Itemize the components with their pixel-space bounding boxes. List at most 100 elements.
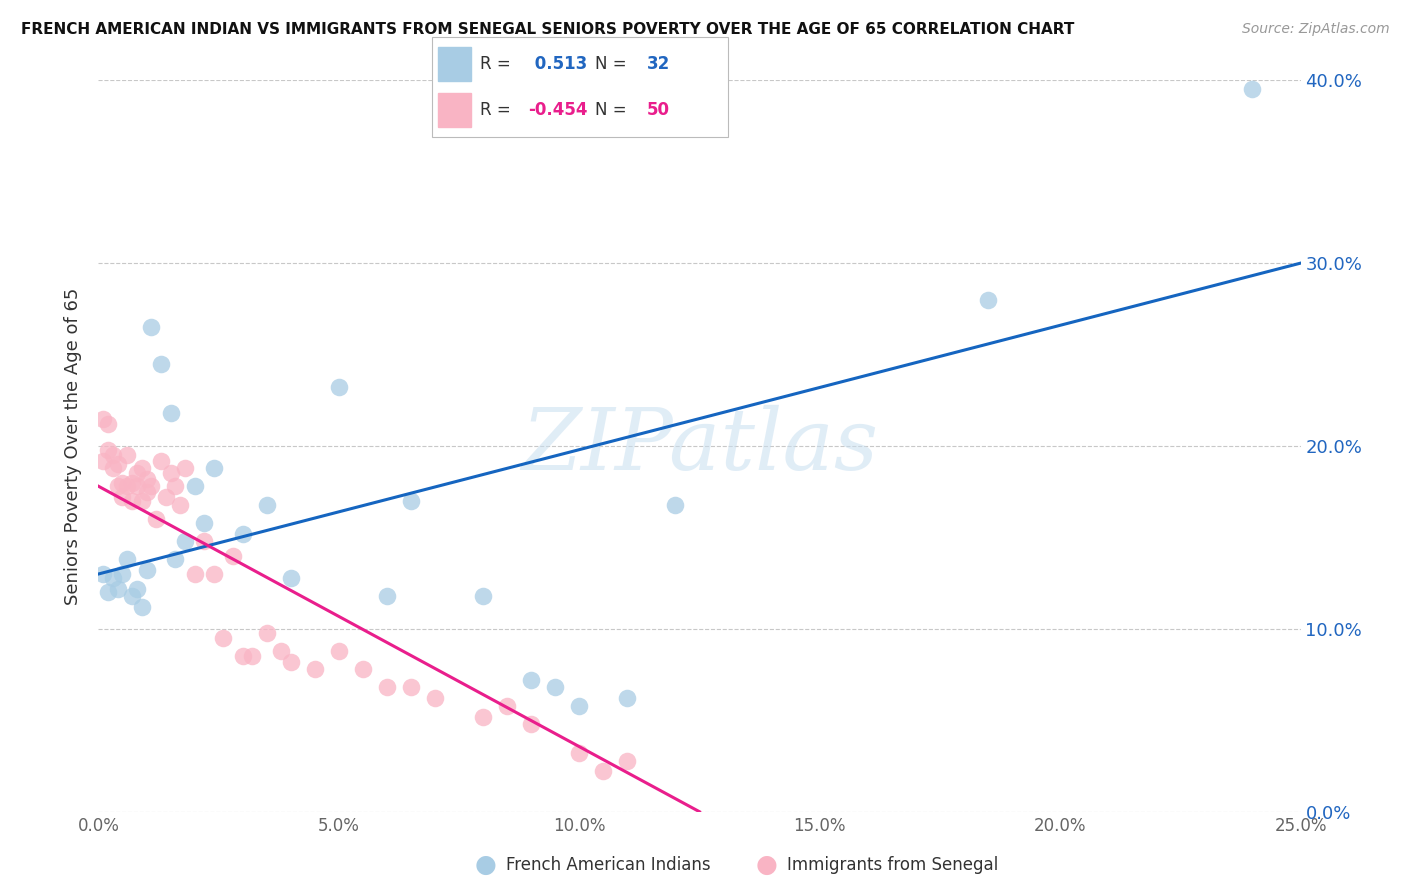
Text: R =: R = bbox=[481, 55, 516, 73]
Bar bbox=[437, 47, 471, 81]
Point bbox=[174, 461, 197, 475]
Point bbox=[141, 320, 163, 334]
Point bbox=[111, 567, 134, 582]
Point bbox=[97, 585, 120, 599]
Point bbox=[212, 631, 235, 645]
Point bbox=[155, 490, 177, 504]
Point bbox=[544, 681, 567, 695]
Point bbox=[616, 691, 638, 706]
Point bbox=[169, 498, 191, 512]
Point bbox=[131, 599, 153, 614]
Text: R =: R = bbox=[481, 101, 516, 119]
Point bbox=[496, 698, 519, 713]
Point bbox=[91, 411, 114, 425]
Point bbox=[91, 453, 114, 467]
Point bbox=[107, 582, 129, 596]
Point bbox=[280, 571, 302, 585]
Point bbox=[202, 567, 225, 582]
Point bbox=[520, 673, 543, 687]
Text: French American Indians: French American Indians bbox=[506, 856, 711, 874]
Point bbox=[117, 552, 139, 566]
Point bbox=[568, 698, 591, 713]
Text: -0.454: -0.454 bbox=[529, 101, 588, 119]
Point bbox=[111, 490, 134, 504]
Point bbox=[159, 467, 181, 481]
Point bbox=[117, 479, 139, 493]
Text: 0.513: 0.513 bbox=[529, 55, 586, 73]
Point bbox=[101, 448, 124, 462]
Point bbox=[101, 571, 124, 585]
Text: Immigrants from Senegal: Immigrants from Senegal bbox=[787, 856, 998, 874]
Point bbox=[145, 512, 167, 526]
Text: FRENCH AMERICAN INDIAN VS IMMIGRANTS FROM SENEGAL SENIORS POVERTY OVER THE AGE O: FRENCH AMERICAN INDIAN VS IMMIGRANTS FRO… bbox=[21, 22, 1074, 37]
Point bbox=[472, 709, 495, 723]
Point bbox=[202, 461, 225, 475]
Text: N =: N = bbox=[595, 101, 631, 119]
Point bbox=[375, 681, 398, 695]
Point bbox=[304, 662, 326, 676]
Point bbox=[135, 472, 157, 486]
Point bbox=[193, 534, 215, 549]
Point bbox=[131, 493, 153, 508]
Y-axis label: Seniors Poverty Over the Age of 65: Seniors Poverty Over the Age of 65 bbox=[63, 287, 82, 605]
Point bbox=[165, 552, 187, 566]
Point bbox=[280, 655, 302, 669]
Point bbox=[91, 567, 114, 582]
Point bbox=[135, 484, 157, 499]
Point bbox=[149, 453, 172, 467]
Point bbox=[616, 754, 638, 768]
Point bbox=[399, 681, 422, 695]
Point bbox=[270, 644, 292, 658]
Point bbox=[117, 448, 139, 462]
Point bbox=[232, 526, 254, 541]
Point bbox=[125, 479, 148, 493]
FancyBboxPatch shape bbox=[432, 37, 728, 137]
Point bbox=[121, 493, 143, 508]
Point bbox=[375, 589, 398, 603]
Point bbox=[977, 293, 1000, 307]
Point bbox=[568, 746, 591, 760]
Point bbox=[664, 498, 686, 512]
Point bbox=[149, 357, 172, 371]
Point bbox=[183, 567, 205, 582]
Text: ZIPatlas: ZIPatlas bbox=[520, 405, 879, 487]
Point bbox=[399, 493, 422, 508]
Point bbox=[222, 549, 245, 563]
Point bbox=[97, 417, 120, 431]
Point bbox=[101, 461, 124, 475]
Point bbox=[111, 475, 134, 490]
Point bbox=[131, 461, 153, 475]
Point bbox=[232, 649, 254, 664]
Point bbox=[125, 467, 148, 481]
Point bbox=[1241, 82, 1264, 96]
Point bbox=[472, 589, 495, 603]
Point bbox=[520, 717, 543, 731]
Point bbox=[256, 498, 278, 512]
Point bbox=[328, 380, 350, 394]
Text: 32: 32 bbox=[647, 55, 669, 73]
Point bbox=[165, 479, 187, 493]
Point bbox=[592, 764, 614, 779]
Point bbox=[107, 479, 129, 493]
Point bbox=[125, 582, 148, 596]
Point bbox=[97, 442, 120, 457]
Point bbox=[328, 644, 350, 658]
Point bbox=[183, 479, 205, 493]
Point bbox=[159, 406, 181, 420]
Point bbox=[107, 458, 129, 472]
Text: Source: ZipAtlas.com: Source: ZipAtlas.com bbox=[1241, 22, 1389, 37]
Point bbox=[352, 662, 374, 676]
Text: ●: ● bbox=[755, 854, 778, 877]
Point bbox=[121, 589, 143, 603]
Point bbox=[141, 479, 163, 493]
Point bbox=[240, 649, 263, 664]
Point bbox=[174, 534, 197, 549]
Text: 50: 50 bbox=[647, 101, 669, 119]
Point bbox=[121, 475, 143, 490]
Point bbox=[423, 691, 446, 706]
Text: N =: N = bbox=[595, 55, 631, 73]
Point bbox=[135, 563, 157, 577]
Bar bbox=[437, 93, 471, 127]
Point bbox=[256, 625, 278, 640]
Text: ●: ● bbox=[474, 854, 496, 877]
